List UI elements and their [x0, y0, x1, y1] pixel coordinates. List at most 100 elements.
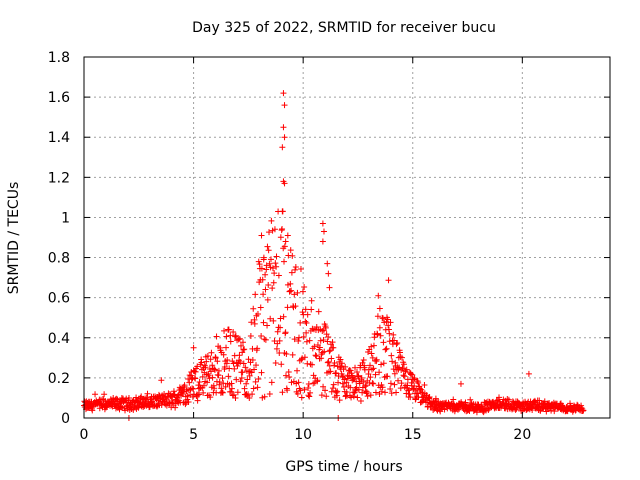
data-point [279, 208, 286, 215]
data-point [473, 409, 480, 416]
data-point [303, 338, 310, 345]
data-point [410, 376, 417, 383]
data-point [248, 369, 255, 376]
data-point [281, 180, 288, 187]
data-point [272, 260, 279, 267]
data-point [291, 336, 298, 343]
data-point [567, 400, 574, 407]
data-point [356, 380, 363, 387]
data-point [367, 374, 374, 381]
data-point [239, 349, 246, 356]
data-point [308, 297, 315, 304]
data-point [199, 373, 206, 380]
data-point [411, 375, 418, 382]
data-point [325, 333, 332, 340]
data-point [433, 406, 440, 413]
data-point [223, 333, 230, 340]
data-point [496, 394, 503, 401]
x-tick-label: 0 [80, 427, 89, 443]
data-point [258, 333, 265, 340]
data-point [330, 344, 337, 351]
data-point [222, 383, 229, 390]
data-point [397, 385, 404, 392]
data-point [233, 376, 240, 383]
data-point [367, 362, 374, 369]
data-point [370, 342, 377, 349]
data-point [359, 389, 366, 396]
data-point [316, 344, 323, 351]
data-point [288, 269, 295, 276]
y-tick-label: 0.2 [48, 371, 70, 387]
data-point [389, 358, 396, 365]
data-point [281, 134, 288, 141]
data-point [303, 329, 310, 336]
data-point [206, 375, 213, 382]
data-point [248, 319, 255, 326]
data-point [259, 276, 266, 283]
data-point [182, 401, 189, 408]
data-point [398, 380, 405, 387]
plot-frame [83, 56, 611, 419]
y-tick-label: 0.8 [48, 251, 70, 267]
data-point [130, 406, 137, 413]
data-point [278, 361, 285, 368]
data-point [301, 386, 308, 393]
data-point [322, 387, 329, 394]
data-point [253, 362, 260, 369]
data-point [300, 333, 307, 340]
data-point [257, 304, 264, 311]
data-point [313, 353, 320, 360]
data-point [282, 372, 289, 379]
data-point [292, 303, 299, 310]
data-point [315, 308, 322, 315]
data-point [245, 368, 252, 375]
data-point [326, 284, 333, 291]
data-point [281, 243, 288, 250]
data-point [294, 289, 301, 296]
data-point [370, 380, 377, 387]
data-point [283, 351, 290, 358]
data-point [279, 389, 286, 396]
data-point [299, 288, 306, 295]
data-point [326, 348, 333, 355]
data-point [255, 376, 262, 383]
data-point [312, 352, 319, 359]
data-point [329, 339, 336, 346]
data-point [380, 360, 387, 367]
data-point [298, 356, 305, 363]
data-point [302, 306, 309, 313]
y-axis-label: SRMTID / TECUs [6, 182, 22, 295]
data-point [281, 102, 288, 109]
data-point [370, 365, 377, 372]
data-point [353, 368, 360, 375]
data-point [271, 270, 278, 277]
data-point [284, 232, 291, 239]
x-tick-label: 5 [189, 427, 198, 443]
data-point [374, 313, 381, 320]
y-tick-label: 1.2 [48, 170, 70, 186]
data-point [254, 384, 261, 391]
data-point [379, 384, 386, 391]
data-point [279, 225, 286, 232]
data-point [258, 265, 265, 272]
data-point [284, 387, 291, 394]
data-point [304, 311, 311, 318]
data-point [320, 336, 327, 343]
y-tick-label: 1.8 [48, 50, 70, 66]
data-point [286, 373, 293, 380]
data-point [382, 389, 389, 396]
data-point [230, 391, 237, 398]
data-point [221, 364, 228, 371]
data-point [262, 271, 269, 278]
data-point [101, 391, 108, 398]
data-point [220, 351, 227, 358]
data-point [388, 390, 395, 397]
data-point [196, 378, 203, 385]
data-point [305, 385, 312, 392]
data-point [551, 408, 558, 415]
data-point [467, 396, 474, 403]
data-point [355, 386, 362, 393]
data-point [387, 319, 394, 326]
data-point [374, 331, 381, 338]
data-point [273, 345, 280, 352]
